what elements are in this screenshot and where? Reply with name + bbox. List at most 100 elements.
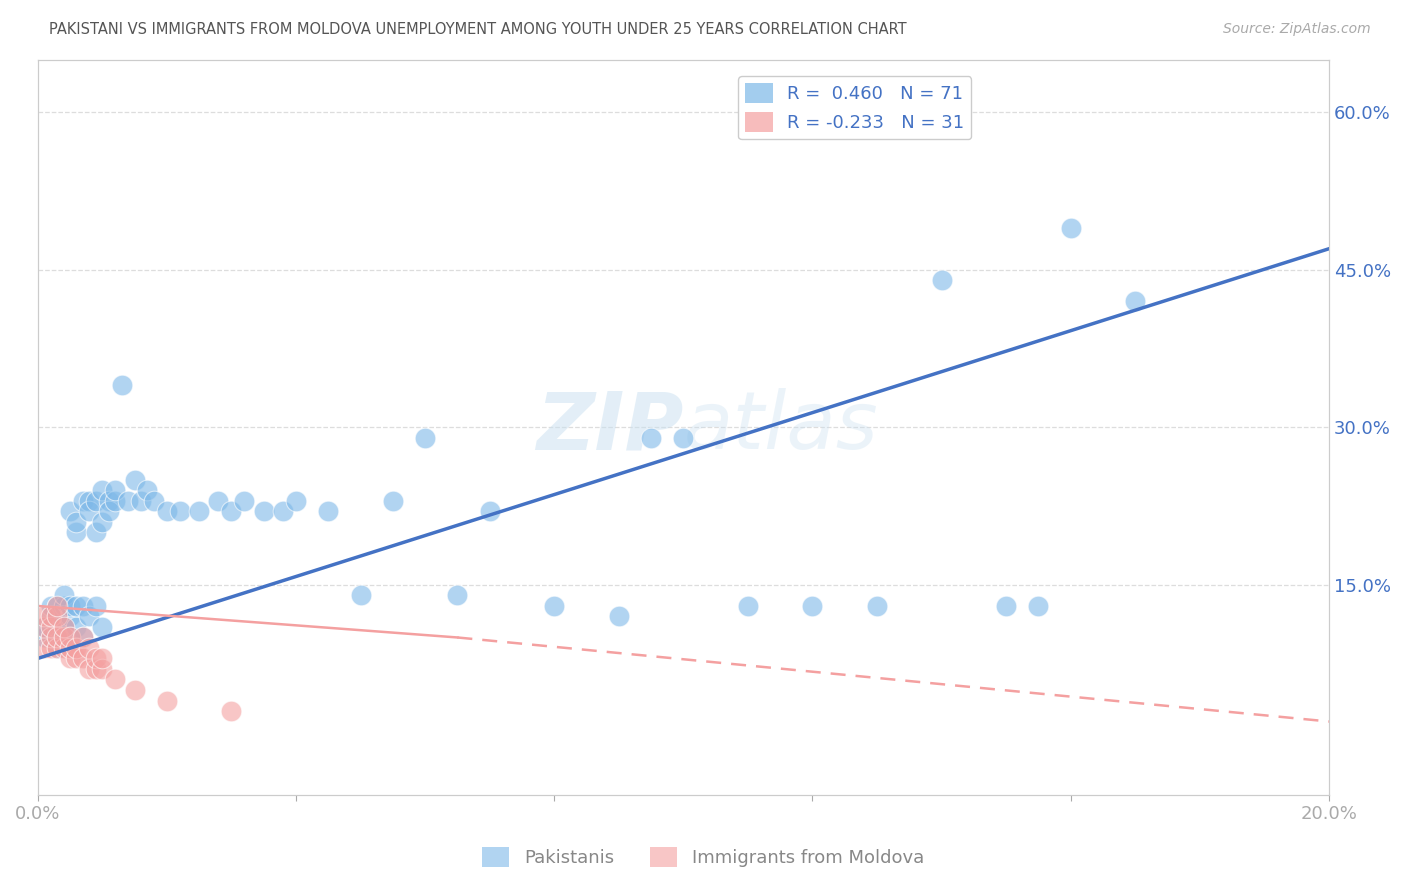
Point [79, 494, 101, 508]
Point [52, 631, 75, 645]
Point [72, 631, 94, 645]
Point [46, 631, 69, 645]
Point [349, 589, 371, 603]
Point [46, 599, 69, 613]
Point [46, 609, 69, 624]
Point [84, 494, 107, 508]
Point [65, 599, 87, 613]
Point [72, 631, 94, 645]
Point [117, 494, 139, 508]
Point [207, 494, 229, 508]
Point [124, 683, 146, 698]
Point [59, 599, 82, 613]
Point [72, 494, 94, 508]
Point [124, 473, 146, 487]
Point [221, 704, 243, 718]
Point [91, 620, 114, 634]
Point [316, 504, 339, 518]
Point [271, 504, 294, 518]
Point [32, 631, 55, 645]
Point [188, 504, 211, 518]
Point [79, 504, 101, 518]
Point [59, 651, 82, 665]
Point [72, 651, 94, 665]
Point [104, 673, 127, 687]
Text: PAKISTANI VS IMMIGRANTS FROM MOLDOVA UNEMPLOYMENT AMONG YOUTH UNDER 25 YEARS COR: PAKISTANI VS IMMIGRANTS FROM MOLDOVA UNE… [49, 22, 907, 37]
Point [39, 609, 62, 624]
Legend: Pakistanis, Immigrants from Moldova: Pakistanis, Immigrants from Moldova [475, 839, 931, 874]
Point [52, 620, 75, 634]
Point [84, 651, 107, 665]
Point [381, 494, 404, 508]
Point [65, 515, 87, 529]
Point [233, 494, 256, 508]
Point [1123, 294, 1146, 309]
Point [52, 589, 75, 603]
Point [1028, 599, 1050, 613]
Point [72, 599, 94, 613]
Point [59, 640, 82, 655]
Point [39, 599, 62, 613]
Point [97, 504, 120, 518]
Point [46, 640, 69, 655]
Point [156, 504, 179, 518]
Point [52, 599, 75, 613]
Point [65, 525, 87, 540]
Text: ZIP: ZIP [536, 388, 683, 467]
Point [607, 609, 630, 624]
Point [446, 589, 468, 603]
Point [931, 273, 953, 287]
Point [91, 483, 114, 498]
Point [79, 609, 101, 624]
Point [91, 515, 114, 529]
Point [59, 504, 82, 518]
Point [59, 631, 82, 645]
Point [156, 693, 179, 707]
Point [221, 504, 243, 518]
Point [59, 631, 82, 645]
Point [129, 494, 152, 508]
Point [65, 640, 87, 655]
Point [91, 651, 114, 665]
Point [801, 599, 824, 613]
Point [866, 599, 889, 613]
Point [97, 494, 120, 508]
Point [672, 431, 695, 445]
Point [39, 609, 62, 624]
Point [104, 494, 127, 508]
Text: Source: ZipAtlas.com: Source: ZipAtlas.com [1223, 22, 1371, 37]
Point [169, 504, 191, 518]
Legend: R =  0.460   N = 71, R = -0.233   N = 31: R = 0.460 N = 71, R = -0.233 N = 31 [738, 76, 972, 139]
Point [65, 620, 87, 634]
Point [737, 599, 759, 613]
Point [1060, 220, 1083, 235]
Point [79, 662, 101, 676]
Point [253, 504, 276, 518]
Point [84, 525, 107, 540]
Point [39, 631, 62, 645]
Point [32, 640, 55, 655]
Point [79, 640, 101, 655]
Point [32, 620, 55, 634]
Point [91, 662, 114, 676]
Point [32, 620, 55, 634]
Point [39, 620, 62, 634]
Point [413, 431, 436, 445]
Point [84, 599, 107, 613]
Point [136, 483, 159, 498]
Point [39, 640, 62, 655]
Point [142, 494, 165, 508]
Point [39, 631, 62, 645]
Point [52, 620, 75, 634]
Point [59, 609, 82, 624]
Point [284, 494, 307, 508]
Point [46, 599, 69, 613]
Point [32, 609, 55, 624]
Point [84, 662, 107, 676]
Point [111, 378, 134, 392]
Point [104, 483, 127, 498]
Text: atlas: atlas [683, 388, 879, 467]
Point [46, 640, 69, 655]
Point [478, 504, 501, 518]
Point [65, 651, 87, 665]
